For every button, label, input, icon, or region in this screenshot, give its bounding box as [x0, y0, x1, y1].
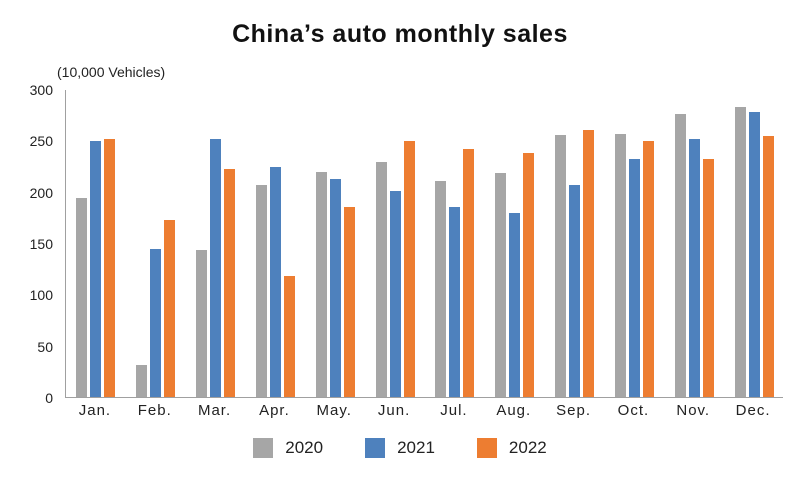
legend-swatch-2020	[253, 438, 274, 458]
bar-2022-may	[343, 206, 355, 397]
y-tick-label: 250	[29, 133, 53, 150]
bar-2021-oct	[628, 158, 640, 397]
bar-2021-sep	[569, 185, 581, 397]
y-tick-label: 0	[45, 390, 53, 406]
x-tick-label: May.	[316, 402, 352, 419]
bar-2022-sep	[583, 129, 595, 397]
bar-2021-dec	[748, 111, 760, 397]
bar-2020-feb	[136, 365, 148, 397]
bar-2022-oct	[642, 141, 654, 397]
x-tick-label: Aug.	[496, 402, 532, 419]
bar-2020-oct	[614, 134, 626, 397]
x-tick-label: Feb.	[137, 402, 172, 419]
x-tick-label: Sep.	[556, 402, 591, 419]
x-tick-label: Jan.	[78, 402, 112, 419]
bar-2021-jul	[449, 206, 461, 397]
bar-2021-nov	[688, 139, 700, 397]
bar-2022-dec	[762, 136, 774, 397]
legend-label: 2020	[285, 438, 324, 457]
legend-swatch-2022	[476, 438, 497, 458]
bar-group-mar	[186, 90, 246, 397]
bar-2021-jun	[389, 191, 401, 397]
bar-group-jun	[365, 90, 425, 397]
legend-item-2020: 2020	[253, 438, 323, 458]
bar-group-dec	[724, 90, 784, 397]
x-tick-label: Oct.	[617, 402, 650, 419]
bar-group-jan	[66, 90, 126, 397]
legend-item-2022: 2022	[476, 438, 547, 458]
bar-2021-jan	[90, 141, 102, 397]
legend-swatch-2021	[365, 438, 386, 458]
bar-2020-dec	[734, 107, 746, 397]
y-tick-label: 100	[29, 287, 53, 304]
legend-item-2021: 2021	[365, 438, 435, 458]
bar-2022-jun	[403, 141, 415, 397]
bar-2021-apr	[269, 166, 281, 397]
x-tick-label: Dec.	[735, 402, 771, 419]
bar-group-apr	[246, 90, 306, 397]
bar-2020-mar	[196, 249, 208, 397]
x-tick-label: Jul.	[440, 402, 468, 419]
x-tick-label: Mar.	[197, 402, 232, 419]
bar-2022-jul	[463, 149, 475, 397]
legend-label: 2022	[508, 438, 547, 457]
bar-group-jul	[425, 90, 485, 397]
x-tick-label: Apr.	[259, 402, 290, 419]
y-tick-label: 50	[37, 338, 53, 355]
bar-2022-mar	[224, 168, 236, 397]
x-axis: Jan. Feb. Mar. Apr. May. Jun. Jul. Aug. Sep. Oct.…	[65, 402, 783, 422]
bar-group-sep	[545, 90, 605, 397]
chart-title: China’s auto monthly sales	[232, 20, 568, 48]
y-tick-label: 200	[29, 184, 53, 201]
bar-group-oct	[605, 90, 665, 397]
bar-2022-jan	[104, 139, 116, 397]
bar-2021-feb	[150, 248, 162, 397]
bar-2022-nov	[702, 158, 714, 397]
bar-group-aug	[485, 90, 545, 397]
bar-group-may	[305, 90, 365, 397]
bar-2020-aug	[495, 172, 507, 397]
y-axis: 0 50 100 150 200 250 300	[0, 82, 53, 406]
bar-2020-jul	[435, 181, 447, 397]
legend-label: 2021	[397, 438, 435, 457]
y-tick-label: 150	[29, 236, 53, 252]
bar-2021-may	[329, 179, 341, 397]
bar-2020-nov	[674, 113, 686, 397]
bar-2020-apr	[255, 185, 267, 397]
bar-2021-mar	[210, 139, 222, 397]
plot-area	[65, 90, 783, 398]
y-axis-unit-label: (10,000 Vehicles)	[57, 64, 166, 80]
bar-2022-apr	[283, 276, 295, 397]
bar-2020-jun	[375, 161, 387, 397]
bar-2020-jan	[76, 198, 88, 397]
bar-2022-aug	[523, 153, 535, 397]
x-tick-label: Jun.	[377, 402, 411, 419]
bar-2020-may	[315, 171, 327, 397]
bar-2020-sep	[555, 135, 567, 397]
bar-group-feb	[126, 90, 186, 397]
legend: 2020 2021 2022	[0, 438, 800, 458]
bar-2022-feb	[164, 219, 176, 397]
bar-2021-aug	[509, 212, 521, 397]
x-tick-label: Nov.	[676, 402, 711, 419]
bar-group-nov	[664, 90, 724, 397]
y-tick-label: 300	[29, 82, 53, 98]
